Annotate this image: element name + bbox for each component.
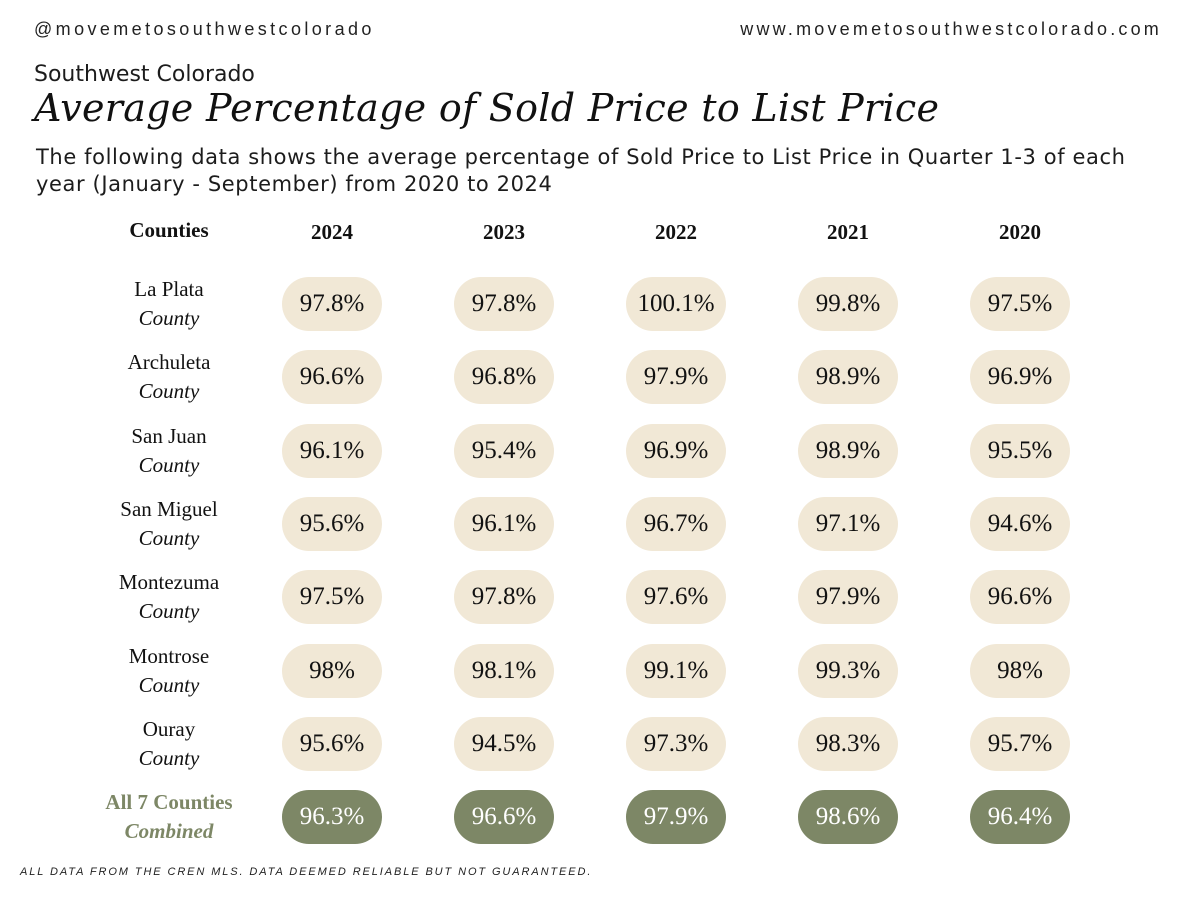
value-pill: 95.4% <box>454 423 554 478</box>
value-pill: 96.6% <box>970 570 1070 625</box>
value-pill: 98% <box>970 643 1070 698</box>
row-label-sub: County <box>138 452 200 477</box>
value-pill: 97.8% <box>454 277 554 331</box>
value-pill: 100.1% <box>626 277 726 331</box>
value-pill: 99.3% <box>798 643 898 698</box>
combined-value-pill: 97.9% <box>626 790 726 845</box>
row-label-name: San Juan <box>131 423 207 448</box>
row-label: Archuleta County <box>88 348 250 406</box>
row-label-name: Archuleta <box>127 350 211 375</box>
row-label-sub: County <box>138 745 200 770</box>
value-pill: 97.6% <box>626 570 726 625</box>
value-pill: 98.9% <box>798 423 898 478</box>
row-label: All 7 Counties Combined <box>88 788 250 846</box>
website-url: www.movemetosouthwestcolorado.com <box>740 19 1162 39</box>
value-pill: 95.6% <box>282 716 382 771</box>
region-label: Southwest Colorado <box>34 62 255 87</box>
value-pill: 97.3% <box>626 716 726 771</box>
value-pill: 98.9% <box>798 350 898 405</box>
value-pill: 97.1% <box>798 496 898 551</box>
row-label-sub: County <box>138 379 200 404</box>
value-pill: 95.7% <box>970 716 1070 771</box>
value-pill: 96.9% <box>626 423 726 478</box>
value-pill: 99.8% <box>798 277 898 331</box>
row-label-name: Montezuma <box>118 570 220 595</box>
value-pill: 98.3% <box>798 716 898 771</box>
page-title: Average Percentage of Sold Price to List… <box>34 86 940 130</box>
value-pill: 96.9% <box>970 350 1070 405</box>
row-label-name: San Miguel <box>120 496 218 521</box>
row-label-sub: County <box>138 599 200 624</box>
row-label-name: Montrose <box>128 643 210 668</box>
value-pill: 97.9% <box>798 570 898 625</box>
row-label-sub: County <box>138 525 200 550</box>
row-label: San Miguel County <box>88 495 250 553</box>
value-pill: 96.8% <box>454 350 554 405</box>
page-subtitle: The following data shows the average per… <box>36 145 1126 196</box>
combined-value-pill: 96.3% <box>282 790 382 845</box>
combined-value-pill: 96.6% <box>454 790 554 845</box>
value-pill: 98.1% <box>454 643 554 698</box>
header-counties: Counties <box>129 218 209 242</box>
combined-value-pill: 96.4% <box>970 790 1070 845</box>
header-year-2023: 2023 <box>483 220 525 244</box>
row-label: San Juan County <box>88 422 250 480</box>
row-label-name: All 7 Counties <box>105 790 233 815</box>
value-pill: 96.7% <box>626 496 726 551</box>
value-pill: 97.5% <box>282 570 382 625</box>
value-pill: 97.8% <box>282 277 382 331</box>
value-pill: 96.1% <box>454 496 554 551</box>
social-handle: @movemetosouthwestcolorado <box>34 19 375 39</box>
row-label-name: Ouray <box>142 716 196 741</box>
header-year-2020: 2020 <box>999 220 1041 244</box>
value-pill: 98% <box>282 643 382 698</box>
value-pill: 97.8% <box>454 570 554 625</box>
row-label-sub: County <box>138 672 200 697</box>
disclaimer: ALL DATA FROM THE CREN MLS. DATA DEEMED … <box>20 866 593 878</box>
value-pill: 97.5% <box>970 277 1070 331</box>
row-label-sub: County <box>138 306 200 330</box>
value-pill: 99.1% <box>626 643 726 698</box>
value-pill: 97.9% <box>626 350 726 405</box>
value-pill: 94.5% <box>454 716 554 771</box>
value-pill: 96.1% <box>282 423 382 478</box>
combined-value-pill: 98.6% <box>798 790 898 845</box>
row-label-sub: Combined <box>124 819 214 844</box>
row-label: Montrose County <box>88 642 250 700</box>
header-year-2024: 2024 <box>311 220 353 244</box>
value-pill: 95.6% <box>282 496 382 551</box>
header-year-2022: 2022 <box>655 220 697 244</box>
value-pill: 95.5% <box>970 423 1070 478</box>
value-pill: 94.6% <box>970 496 1070 551</box>
row-label: Ouray County <box>88 715 250 773</box>
row-label: La Plata County <box>88 275 250 333</box>
row-label-name: La Plata <box>134 277 204 301</box>
value-pill: 96.6% <box>282 350 382 405</box>
header-year-2021: 2021 <box>827 220 869 244</box>
row-label: Montezuma County <box>88 568 250 626</box>
